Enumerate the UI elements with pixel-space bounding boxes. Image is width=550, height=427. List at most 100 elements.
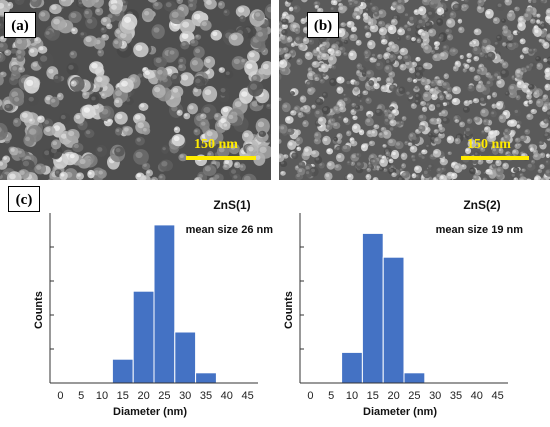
sem-grain [0,170,2,177]
sem-grain-highlight [40,12,46,17]
sem-grain-highlight [240,16,244,20]
sem-grain-highlight [323,137,328,142]
sem-grain-highlight [115,99,120,104]
sem-grain-highlight [259,146,267,154]
sem-grain-highlight [526,8,531,12]
sem-grain-highlight [447,19,452,24]
x-axis-label: Diameter (nm) [363,406,437,418]
sem-grain-highlight [400,48,405,53]
sem-grain-highlight [447,35,451,38]
sem-grain-highlight [459,27,462,31]
sem-grain-highlight [391,45,396,49]
chart-annotation: mean size 26 nm [186,224,274,236]
sem-grain-highlight [512,150,517,153]
sem-grain-highlight [497,3,502,8]
sem-grain-highlight [517,143,520,146]
sem-grain-highlight [327,149,331,152]
sem-grain-highlight [455,119,458,122]
sem-grain [444,0,449,1]
sem-grain-highlight [516,69,521,74]
sem-grain-highlight [435,91,439,95]
sem-grain-highlight [515,7,518,10]
sem-grain-highlight [291,110,294,114]
sem-grain-highlight [390,54,394,58]
sem-grain-highlight [323,107,328,111]
sem-grain-highlight [338,116,341,119]
sem-grain-highlight [377,77,380,80]
sem-grain-highlight [486,46,491,50]
sem-grain-highlight [389,168,394,173]
sem-grain-highlight [428,164,432,168]
sem-grain-highlight [357,64,360,67]
sem-grain-highlight [54,75,59,80]
sem-grain [81,0,96,8]
sem-grain-highlight [368,21,372,24]
sem-grain-highlight [477,6,482,10]
sem-grain-highlight [381,39,385,43]
sem-grain-highlight [467,119,471,122]
sem-grain-highlight [484,127,488,130]
sem-grain-highlight [520,173,522,176]
sem-grain-highlight [212,31,218,37]
sem-grain-highlight [142,128,147,132]
sem-grain-highlight [188,105,194,110]
sem-grain-highlight [469,100,471,103]
sem-grain-highlight [305,53,310,57]
sem-grain-highlight [371,130,375,134]
sem-grain-highlight [477,69,480,72]
sem-grain-highlight [353,116,356,119]
sem-grain-highlight [279,154,281,159]
sem-grain-highlight [544,133,548,137]
sem-grain-highlight [387,47,390,50]
sem-grain-highlight [486,10,491,15]
sem-grain-highlight [287,128,292,133]
sem-grain-highlight [369,81,372,84]
sem-grain-highlight [312,105,315,107]
sem-grain-highlight [413,79,416,82]
sem-grain-highlight [78,1,82,5]
sem-grain-highlight [36,165,42,170]
sem-grain-highlight [428,11,432,15]
sem-grain-highlight [400,64,404,68]
sem-grain-highlight [161,161,168,167]
sem-grain-highlight [57,94,61,98]
sem-grain [286,0,294,3]
sem-grain-highlight [200,121,206,126]
sem-grain-highlight [398,55,401,58]
sem-grain-highlight [438,36,442,39]
sem-grain-highlight [249,83,258,90]
sem-grain-highlight [504,135,508,138]
sem-grain-highlight [436,174,441,178]
sem-grain-highlight [503,163,507,167]
sem-grain-highlight [279,22,281,26]
sem-grain-highlight [463,68,466,71]
sem-grain-highlight [445,29,450,33]
sem-grain-highlight [107,14,113,19]
sem-grain-highlight [437,8,442,12]
sem-grain-highlight [91,96,96,101]
sem-grain-highlight [169,50,175,55]
sem-grain-highlight [347,21,352,25]
sem-grain-highlight [306,81,310,85]
sem-grain [0,99,3,107]
sem-grain-highlight [464,64,468,67]
sem-grain-highlight [350,138,353,141]
sem-grain-highlight [406,35,409,38]
sem-grain-highlight [383,144,385,147]
sem-grain [47,178,54,180]
sem-grain-highlight [165,2,172,8]
sem-grain-highlight [392,172,395,176]
sem-grain-highlight [473,175,477,179]
sem-grain-highlight [337,134,341,137]
sem-grain-highlight [377,54,381,57]
sem-grain-highlight [397,0,402,3]
sem-grain-highlight [440,175,444,179]
sem-grain-highlight [339,6,343,11]
sem-grain-highlight [352,103,355,106]
sem-grain-highlight [516,95,519,98]
sem-grain-highlight [322,73,325,76]
sem-grain-highlight [366,175,369,178]
sem-grain-highlight [492,104,495,107]
sem-grain-highlight [540,153,544,156]
sem-grain-highlight [524,101,528,105]
